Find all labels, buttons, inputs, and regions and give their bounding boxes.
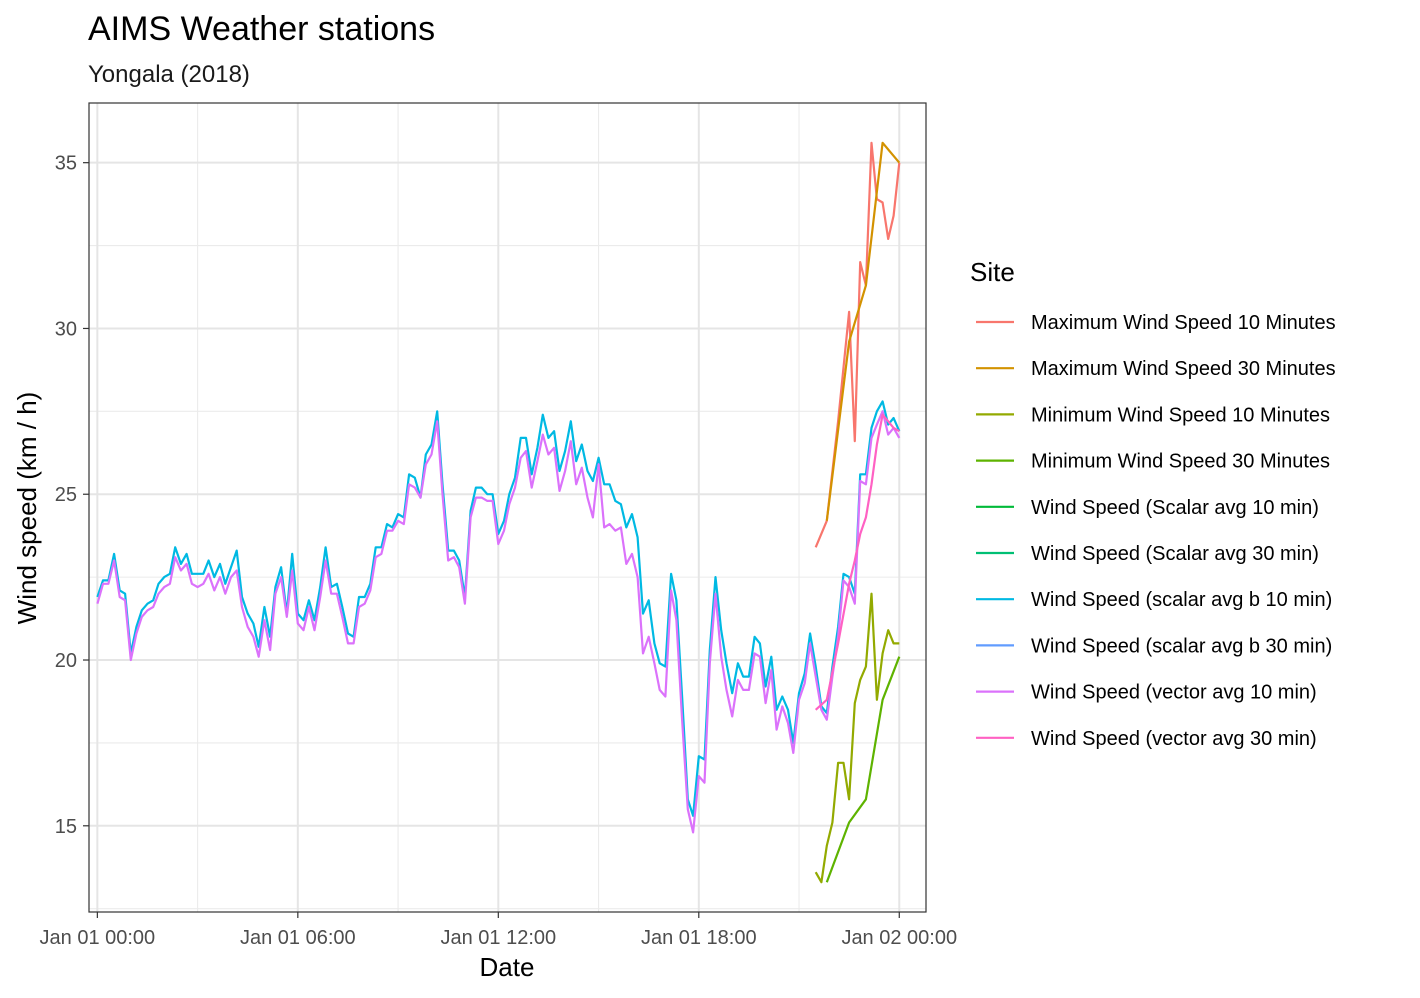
y-tick-label: 30 <box>55 318 77 340</box>
legend-label: Maximum Wind Speed 30 Minutes <box>1031 358 1336 380</box>
legend-title: Site <box>970 257 1015 287</box>
legend-label: Wind Speed (Scalar avg 30 min) <box>1031 543 1319 565</box>
series-line <box>814 592 900 884</box>
y-tick-label: 15 <box>55 816 77 838</box>
y-axis-label: Wind speed (km / h) <box>12 392 42 625</box>
y-tick-label: 35 <box>55 153 77 175</box>
series-lines <box>96 141 901 884</box>
legend-label: Wind Speed (scalar avg b 10 min) <box>1031 589 1332 611</box>
chart-subtitle: Yongala (2018) <box>88 61 250 88</box>
series-line <box>825 141 901 521</box>
x-tick-label: Jan 01 18:00 <box>641 927 757 949</box>
x-tick-label: Jan 01 06:00 <box>240 927 356 949</box>
series-line <box>814 141 901 548</box>
y-tick-label: 25 <box>55 484 77 506</box>
x-tick-label: Jan 01 00:00 <box>40 927 156 949</box>
x-axis-label: Date <box>480 952 535 982</box>
legend-label: Maximum Wind Speed 10 Minutes <box>1031 312 1336 334</box>
legend-label: Minimum Wind Speed 10 Minutes <box>1031 404 1330 426</box>
chart-title: AIMS Weather stations <box>88 10 435 48</box>
series-line <box>825 656 901 883</box>
legend: Site Maximum Wind Speed 10 MinutesMaximu… <box>970 257 1336 750</box>
series-line <box>96 400 901 817</box>
y-axis-ticks: 15 20 25 30 35 <box>55 153 89 838</box>
grid-major <box>89 103 926 912</box>
legend-label: Minimum Wind Speed 30 Minutes <box>1031 451 1330 473</box>
legend-items: Maximum Wind Speed 10 Minutes Maximum Win… <box>976 312 1336 750</box>
x-tick-label: Jan 02 00:00 <box>841 927 957 949</box>
legend-label: Wind Speed (vector avg 10 min) <box>1031 682 1317 704</box>
legend-label: Wind Speed (Scalar avg 10 min) <box>1031 497 1319 519</box>
panel-border <box>88 102 927 913</box>
y-tick-label: 20 <box>55 650 77 672</box>
legend-label: Wind Speed (vector avg 30 min) <box>1031 728 1317 750</box>
legend-label: Wind Speed (scalar avg b 30 min) <box>1031 635 1332 657</box>
series-line <box>814 413 900 711</box>
x-tick-label: Jan 01 12:00 <box>440 927 556 949</box>
series-line <box>96 410 901 834</box>
x-axis-ticks: Jan 01 00:00 Jan 01 06:00 Jan 01 12:00 Jan … <box>40 912 957 949</box>
